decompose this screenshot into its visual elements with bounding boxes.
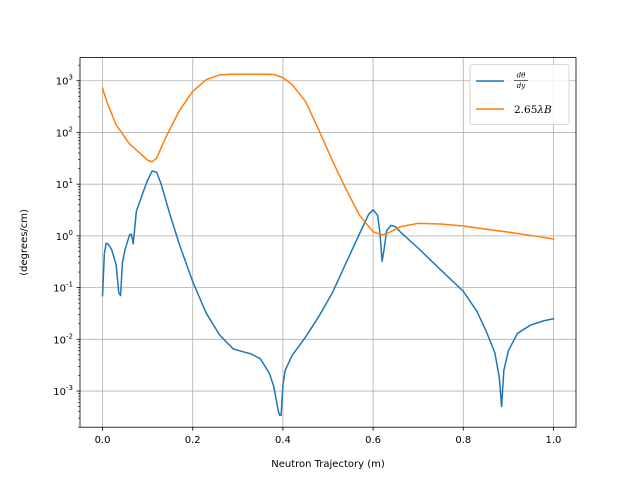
series-layer <box>101 73 555 417</box>
series-line-1 <box>101 73 555 240</box>
x-tick-label: 0.6 <box>365 435 381 446</box>
y-tick-label: 102 <box>56 125 73 139</box>
y-tick-label: 10-2 <box>53 332 73 346</box>
legend-frac-denominator: dy <box>517 82 526 90</box>
plot-frame <box>79 57 577 428</box>
x-axis-label: Neutron Trajectory (m) <box>271 459 385 470</box>
x-tick-label: 0.2 <box>185 435 201 446</box>
y-tick-label: 10-3 <box>53 384 73 398</box>
y-tick-label: 103 <box>56 74 73 88</box>
y-tick-label: 10-1 <box>53 281 73 295</box>
x-tick-label: 0.4 <box>275 435 291 446</box>
series-line-0 <box>101 170 555 417</box>
legend-frac-numerator: dθ <box>517 72 526 80</box>
x-tick-label: 1.0 <box>546 435 562 446</box>
legend-label-lambda-b: 2.65λB <box>514 104 552 116</box>
y-axis-label: (degrees/cm) <box>19 209 30 276</box>
y-tick-label: 101 <box>56 177 73 191</box>
y-tick-label: 100 <box>56 229 73 243</box>
tick-layer: 0.0 0.2 0.4 0.6 0.8 1.0 10-3 10-2 10-1 100 101 102 1… <box>53 64 562 446</box>
x-tick-label: 0.8 <box>455 435 471 446</box>
grid-layer <box>80 57 576 428</box>
x-tick-label: 0.0 <box>95 435 111 446</box>
legend: dθ dy 2.65λB <box>469 64 570 125</box>
